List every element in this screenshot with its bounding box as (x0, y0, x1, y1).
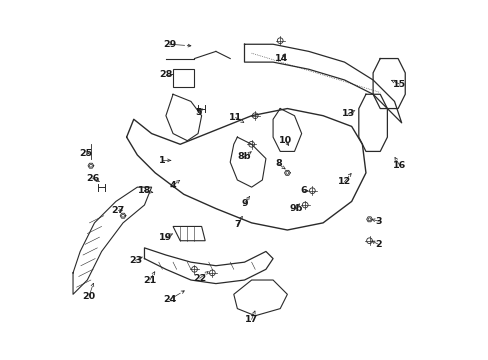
Text: 3: 3 (374, 217, 381, 226)
Text: 27: 27 (111, 206, 124, 215)
Text: 6: 6 (300, 186, 306, 195)
Text: 8: 8 (274, 159, 281, 168)
Text: 15: 15 (392, 80, 406, 89)
Text: 8b: 8b (237, 152, 251, 161)
Text: 5: 5 (194, 108, 201, 117)
Text: 12: 12 (337, 177, 350, 186)
Text: 1: 1 (159, 156, 165, 165)
Text: 11: 11 (228, 113, 242, 122)
Text: 14: 14 (275, 54, 288, 63)
Text: 16: 16 (392, 161, 406, 170)
Text: 18: 18 (138, 186, 151, 195)
Text: 7: 7 (234, 220, 240, 229)
Text: 22: 22 (193, 274, 206, 283)
Text: 9: 9 (241, 199, 247, 208)
Text: 19: 19 (159, 233, 172, 242)
Text: 24: 24 (163, 295, 176, 304)
Text: 28: 28 (159, 70, 172, 79)
Text: 17: 17 (244, 315, 258, 324)
Text: 2: 2 (374, 240, 381, 249)
Text: 29: 29 (163, 40, 176, 49)
Text: 25: 25 (79, 149, 92, 158)
Text: 9b: 9b (289, 204, 303, 213)
Text: 20: 20 (82, 292, 96, 301)
Text: 10: 10 (279, 136, 291, 145)
Text: 23: 23 (129, 256, 142, 265)
Text: 4: 4 (169, 181, 176, 190)
Text: 26: 26 (86, 174, 99, 183)
Text: 13: 13 (341, 109, 354, 118)
Text: 21: 21 (143, 275, 156, 284)
